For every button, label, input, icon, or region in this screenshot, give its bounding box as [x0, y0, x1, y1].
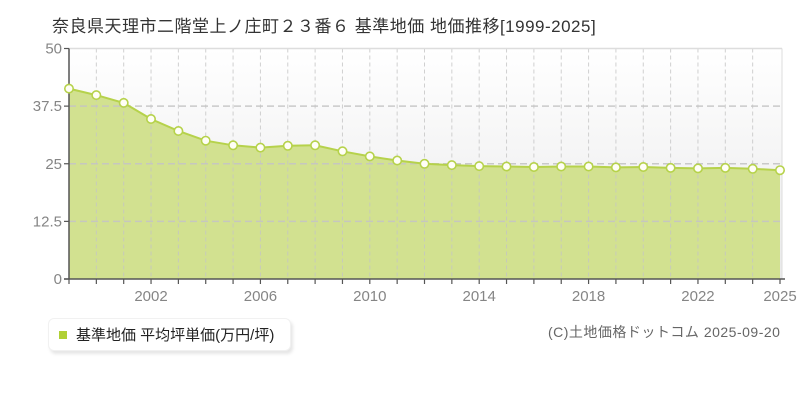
x-axis-label: 2014	[463, 288, 496, 305]
data-point-marker	[501, 161, 512, 172]
area-chart-canvas: 0 12.5 25 37.5 50 2002 2006 2010 2014 2018 2022 202…	[33, 41, 797, 306]
x-axis-label: 2006	[244, 288, 277, 305]
x-axis-label: 2018	[572, 288, 605, 305]
data-point-marker	[392, 155, 403, 166]
data-point-marker	[173, 126, 184, 137]
y-axis-label: 37.5	[33, 98, 62, 115]
data-point-marker	[228, 140, 239, 151]
data-point-marker	[665, 162, 676, 173]
data-point-marker	[747, 163, 758, 174]
data-point-marker	[118, 97, 129, 108]
page-title: 奈良県天理市二階堂上ノ庄町２３番６ 基準地価 地価推移[1999-2025]	[52, 17, 597, 36]
data-point-marker	[720, 162, 731, 173]
data-point-marker	[692, 163, 703, 174]
legend: 基準地価 平均坪単価(万円/坪)	[48, 318, 292, 351]
data-point-marker	[337, 146, 348, 157]
data-point-marker	[200, 135, 211, 146]
data-point-marker	[255, 142, 266, 153]
y-axis-label: 0	[54, 271, 62, 288]
data-point-marker	[556, 161, 567, 172]
x-axis-label: 2002	[134, 288, 167, 305]
data-point-marker	[419, 158, 430, 169]
copyright-text: (C)土地価格ドットコム 2025-09-20	[548, 324, 781, 340]
legend-marker-square	[59, 330, 67, 339]
data-point-marker	[91, 90, 102, 101]
legend-label: 基準地価 平均坪単価(万円/坪)	[76, 327, 275, 344]
x-axis-label: 2022	[681, 288, 714, 305]
y-axis-label: 50	[45, 41, 62, 58]
data-point-marker	[446, 160, 457, 171]
data-point-marker	[146, 114, 157, 125]
data-point-marker	[64, 83, 75, 94]
x-axis-label: 2010	[353, 288, 386, 305]
data-point-marker	[282, 140, 293, 151]
y-axis-label: 25	[45, 156, 62, 173]
data-point-marker	[610, 162, 621, 173]
data-point-marker	[364, 151, 375, 162]
y-axis-label: 12.5	[33, 213, 62, 230]
data-point-marker	[638, 162, 649, 173]
data-point-marker	[474, 161, 485, 172]
price-trend-chart: 0 12.5 25 37.5 50 2002 2006 2010 2014 2018 2022 202…	[33, 41, 797, 306]
x-axis-label: 2025	[763, 288, 796, 305]
data-point-marker	[774, 165, 785, 176]
data-point-marker	[310, 140, 321, 151]
data-point-marker	[583, 161, 594, 172]
data-point-marker	[528, 162, 539, 173]
